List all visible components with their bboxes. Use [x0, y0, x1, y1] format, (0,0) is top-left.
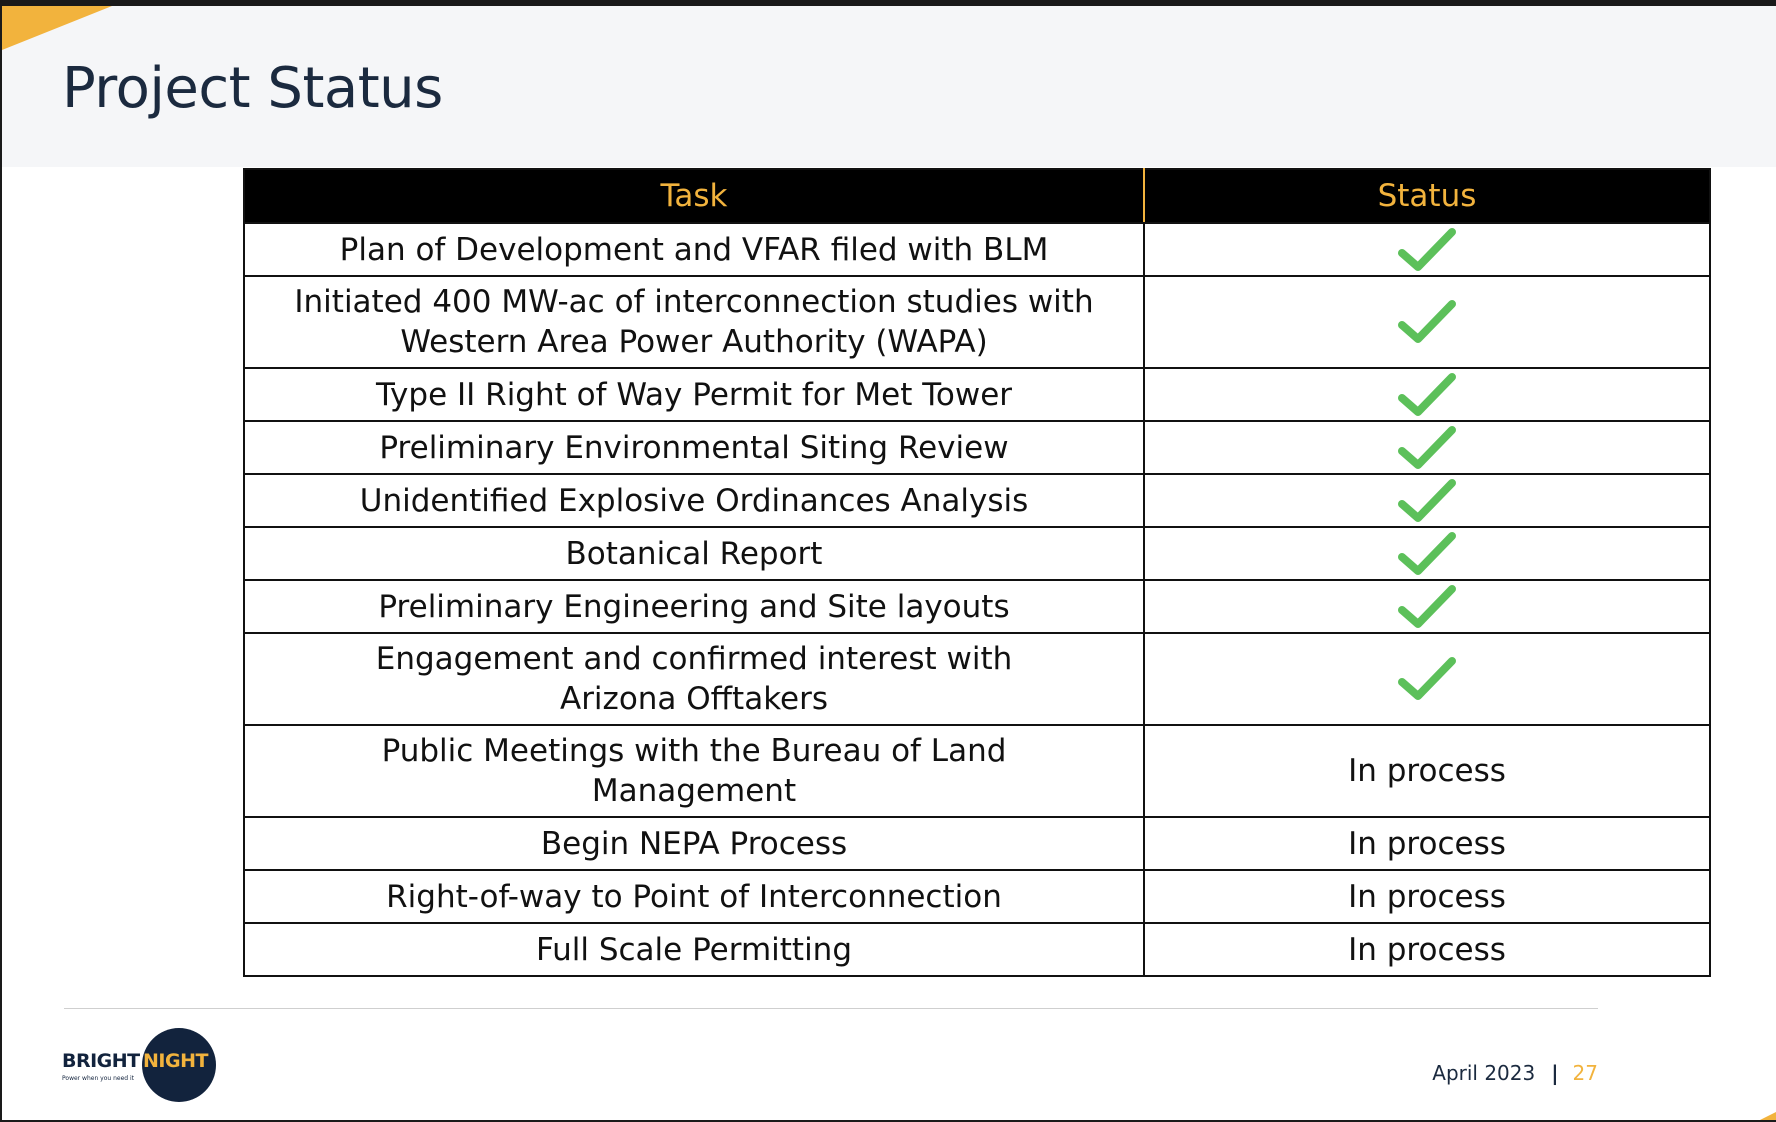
status-cell [1143, 579, 1711, 634]
table-row: Full Scale Permitting In process [243, 922, 1711, 977]
task-text-line: Type II Right of Way Permit for Met Towe… [375, 376, 1013, 413]
task-text-line: Preliminary Engineering and Site layouts [378, 588, 1010, 625]
project-status-table: Task Status Plan of Development and VFAR… [243, 168, 1711, 977]
header-band [2, 6, 1776, 167]
task-text-line: Preliminary Environmental Siting Review [379, 429, 1009, 466]
task-text-line: Begin NEPA Process [540, 825, 848, 862]
task-cell: Engagement and confirmed interest with Ar… [243, 632, 1145, 726]
task-text-line: Management [591, 773, 797, 809]
table-row: Begin NEPA Process In process [243, 816, 1711, 871]
column-header-status: Status [1143, 168, 1711, 224]
task-cell: Public Meetings with the Bureau of Land M… [243, 724, 1145, 818]
task-text-line: Western Area Power Authority (WAPA) [400, 324, 988, 360]
logo-text-night: NIGHT [143, 1050, 208, 1072]
task-cell: Preliminary Engineering and Site layouts [243, 579, 1145, 634]
status-cell [1143, 632, 1711, 726]
corner-accent-bottom-right [1760, 1112, 1776, 1120]
status-cell: In process [1143, 869, 1711, 924]
task-cell: Full Scale Permitting [243, 922, 1145, 977]
logo-text-bright: BRIGHT [62, 1050, 140, 1072]
table-row: Preliminary Environmental Siting Review [243, 420, 1711, 475]
status-cell: In process [1143, 922, 1711, 977]
checkmark-icon [1398, 227, 1456, 271]
table-row: Public Meetings with the Bureau of Land M… [243, 724, 1711, 818]
task-text-line: Engagement and confirmed interest with [375, 641, 1013, 677]
slide: Project Status Task Status Plan of Devel… [2, 6, 1776, 1120]
task-text-line: Arizona Offtakers [559, 681, 829, 717]
task-text-line: Right-of-way to Point of Interconnection [386, 878, 1002, 915]
checkmark-icon [1398, 584, 1456, 628]
task-text-line: Full Scale Permitting [535, 931, 853, 968]
checkmark-icon [1398, 300, 1456, 343]
table-header-row: Task Status [243, 168, 1711, 224]
task-cell: Initiated 400 MW-ac of interconnection s… [243, 275, 1145, 369]
status-text: In process [1348, 878, 1506, 915]
status-cell [1143, 526, 1711, 581]
brightnight-logo: BRIGHT NIGHT Power when you need it [62, 1028, 242, 1104]
status-cell [1143, 222, 1711, 277]
logo-tagline: Power when you need it [62, 1075, 135, 1082]
task-text-line: Botanical Report [565, 535, 823, 572]
status-text: In process [1348, 931, 1506, 968]
status-cell [1143, 275, 1711, 369]
checkmark-icon [1398, 478, 1456, 522]
task-cell: Type II Right of Way Permit for Met Towe… [243, 367, 1145, 422]
table-row: Unidentified Explosive Ordinances Analys… [243, 473, 1711, 528]
task-text-line: Plan of Development and VFAR filed with … [339, 231, 1049, 268]
status-cell: In process [1143, 816, 1711, 871]
table-row: Botanical Report [243, 526, 1711, 581]
footer-separator: | [1551, 1061, 1559, 1085]
task-text-line: Unidentified Explosive Ordinances Analys… [359, 482, 1029, 519]
corner-accent-shape [2, 6, 112, 50]
status-cell [1143, 473, 1711, 528]
table-row: Engagement and confirmed interest with Ar… [243, 632, 1711, 726]
status-text: In process [1348, 753, 1506, 789]
page-title: Project Status [62, 56, 443, 121]
table-row: Plan of Development and VFAR filed with … [243, 222, 1711, 277]
table-row: Initiated 400 MW-ac of interconnection s… [243, 275, 1711, 369]
task-cell: Plan of Development and VFAR filed with … [243, 222, 1145, 277]
table-row: Preliminary Engineering and Site layouts [243, 579, 1711, 634]
footer-info: April 2023 | 27 [1432, 1061, 1598, 1085]
task-text-line: Public Meetings with the Bureau of Land [381, 733, 1007, 769]
task-cell: Unidentified Explosive Ordinances Analys… [243, 473, 1145, 528]
footer-date: April 2023 [1432, 1061, 1536, 1085]
checkmark-icon [1398, 657, 1456, 700]
checkmark-icon [1398, 425, 1456, 469]
column-header-task: Task [243, 168, 1145, 224]
status-text: In process [1348, 825, 1506, 862]
logo-circle [142, 1028, 216, 1102]
table-body: Plan of Development and VFAR filed with … [243, 222, 1711, 977]
status-cell [1143, 420, 1711, 475]
table-row: Type II Right of Way Permit for Met Towe… [243, 367, 1711, 422]
checkmark-icon [1398, 372, 1456, 416]
task-text-line: Initiated 400 MW-ac of interconnection s… [294, 284, 1094, 320]
task-cell: Preliminary Environmental Siting Review [243, 420, 1145, 475]
table-row: Right-of-way to Point of Interconnection… [243, 869, 1711, 924]
checkmark-icon [1398, 531, 1456, 575]
task-cell: Botanical Report [243, 526, 1145, 581]
status-cell: In process [1143, 724, 1711, 818]
task-cell: Begin NEPA Process [243, 816, 1145, 871]
status-cell [1143, 367, 1711, 422]
footer-divider [64, 1008, 1598, 1009]
page-number: 27 [1572, 1061, 1598, 1085]
task-cell: Right-of-way to Point of Interconnection [243, 869, 1145, 924]
